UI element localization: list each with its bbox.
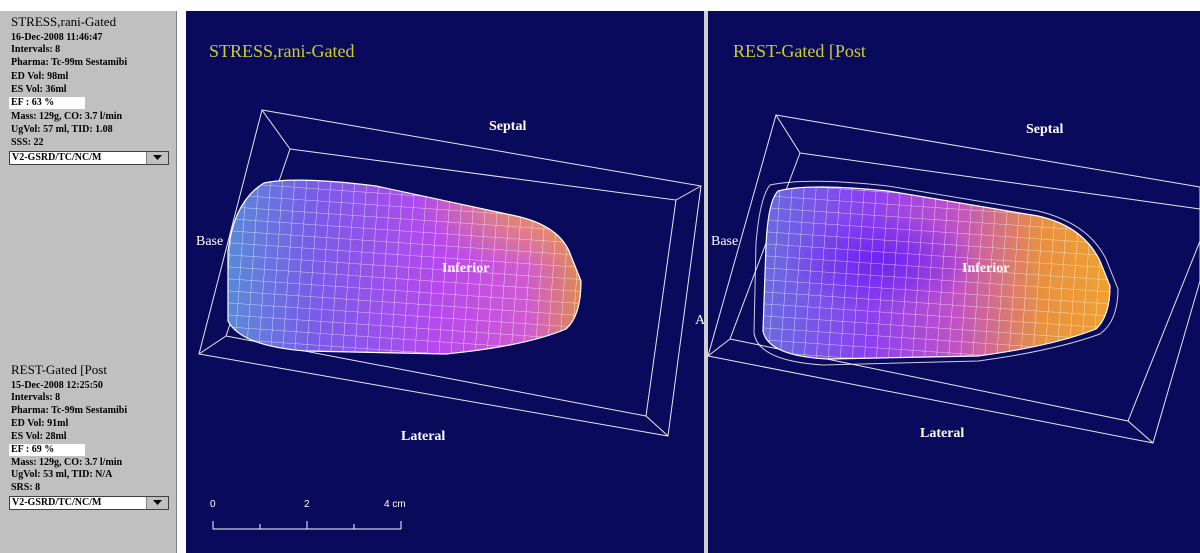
stress-es-vol: ES Vol: 36ml: [11, 84, 67, 95]
stress-ef-box: EF : 63 %: [9, 97, 85, 109]
rest-3d-view[interactable]: REST-Gated [Post Septal Inferior Lateral…: [708, 11, 1200, 553]
rest-srs: SRS: 8: [11, 482, 41, 493]
rest-select-value: V2-GSRD/TC/NC/M: [12, 497, 102, 508]
rest-mass: Mass: 129g, CO: 3.7 l/min: [11, 457, 123, 468]
stress-study-title: STRESS,rani-Gated: [11, 14, 117, 29]
stress-ef: EF : 63 %: [11, 97, 55, 108]
stress-mass: Mass: 129g, CO: 3.7 l/min: [11, 111, 123, 122]
rest-inferior-label: Inferior: [962, 261, 1010, 276]
scale-tick-0: 0: [210, 499, 216, 510]
rest-date: 15-Dec-2008 12:25:50: [11, 380, 103, 391]
rest-select-dropdown-button[interactable]: [146, 497, 168, 509]
stress-pharma: Pharma: Tc-99m Sestamibi: [11, 57, 128, 68]
stress-apex-label-fragment: A: [695, 313, 704, 328]
stress-lateral-label: Lateral: [401, 429, 446, 444]
rest-ugvol: UgVol: 53 ml, TID: N/A: [11, 469, 113, 480]
rest-ventricle-render: [708, 114, 1200, 444]
stress-ventricle-render: [198, 109, 702, 530]
rest-pharma: Pharma: Tc-99m Sestamibi: [11, 405, 128, 416]
rest-intervals: Intervals: 8: [11, 392, 61, 403]
stress-septal-label: Septal: [489, 119, 527, 134]
scale-bar: [212, 521, 402, 530]
stress-database-select[interactable]: V2-GSRD/TC/NC/M: [9, 151, 169, 165]
scale-tick-4: 4 cm: [384, 499, 406, 510]
rest-study-title: REST-Gated [Post: [11, 362, 107, 377]
rest-ef-box: EF : 69 %: [9, 444, 85, 456]
rest-lateral-label: Lateral: [920, 426, 965, 441]
stress-intervals: Intervals: 8: [11, 44, 61, 55]
rest-base-label: Base: [711, 234, 739, 249]
stress-sss: SSS: 22: [11, 137, 44, 148]
rest-es-vol: ES Vol: 28ml: [11, 431, 67, 442]
stress-ed-vol: ED Vol: 98ml: [11, 71, 69, 82]
stress-panel-title: STRESS,rani-Gated: [209, 41, 355, 61]
stress-select-dropdown-button[interactable]: [146, 152, 168, 164]
chevron-down-icon: [153, 500, 162, 505]
stress-3d-view[interactable]: STRESS,rani-Gated Septal Inferior Latera…: [186, 11, 704, 553]
rest-ed-vol: ED Vol: 91ml: [11, 418, 69, 429]
rest-database-select[interactable]: V2-GSRD/TC/NC/M: [9, 496, 169, 510]
stress-select-value: V2-GSRD/TC/NC/M: [12, 152, 102, 163]
stress-date: 16-Dec-2008 11:46:47: [11, 32, 103, 43]
rest-ef: EF : 69 %: [11, 444, 55, 455]
stress-ugvol: UgVol: 57 ml, TID: 1.08: [11, 124, 113, 135]
rest-septal-label: Septal: [1026, 122, 1064, 137]
chevron-down-icon: [153, 155, 162, 160]
rest-panel-title: REST-Gated [Post: [733, 41, 866, 61]
panel-divider: [704, 11, 708, 553]
stress-inferior-label: Inferior: [442, 261, 490, 276]
scale-tick-2: 2: [304, 499, 310, 510]
stress-base-label: Base: [196, 234, 224, 249]
study-info-sidebar: STRESS,rani-Gated 16-Dec-2008 11:46:47 I…: [0, 11, 177, 553]
